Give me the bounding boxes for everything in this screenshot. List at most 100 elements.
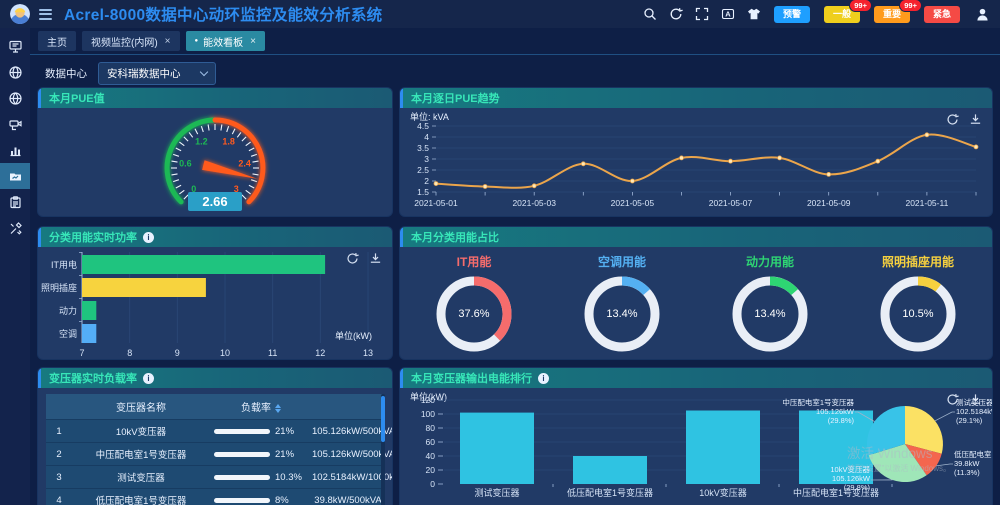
svg-text:120: 120 — [421, 395, 435, 405]
alarm-button-预警[interactable]: 预警 — [773, 5, 810, 23]
refresh-icon[interactable] — [669, 7, 683, 21]
svg-text:动力: 动力 — [59, 305, 77, 316]
avatar[interactable] — [10, 4, 30, 24]
datacenter-label: 数据中心 — [45, 68, 87, 80]
panel-energy-share: 本月分类用能占比 IT用能 37.6% 3175.20 kWh 空调用能 13.… — [400, 227, 992, 359]
svg-text:7: 7 — [79, 348, 84, 358]
sidebar-item-video-wall-icon[interactable] — [0, 33, 30, 59]
panel-header: 本月变压器输出电能排行 i — [400, 368, 992, 388]
alarm-button-紧急[interactable]: 紧急 — [923, 5, 960, 23]
svg-text:13: 13 — [363, 348, 373, 358]
datacenter-select[interactable]: 安科瑞数据中心 — [98, 62, 216, 85]
sidebar-item-map-icon[interactable] — [0, 59, 30, 85]
donut-percent: 37.6% — [458, 308, 490, 320]
table-scrollbar[interactable] — [381, 394, 385, 505]
donut-title: 空调用能 — [597, 255, 646, 269]
refresh-icon[interactable] — [946, 393, 959, 406]
download-icon[interactable] — [369, 252, 382, 265]
tab-能效看板[interactable]: ● 能效看板 × — [185, 31, 265, 51]
svg-text:60: 60 — [426, 437, 436, 447]
svg-text:空调: 空调 — [59, 328, 77, 339]
info-icon[interactable]: i — [143, 372, 154, 384]
svg-text:单位(kW): 单位(kW) — [410, 391, 447, 402]
bar-测试变压器 — [460, 412, 534, 484]
pie-slice-测试变压器 — [905, 406, 943, 454]
top-bar: Acrel-8000数据中心动环监控及能效分析系统 A 预警 一般 99+ 重要 99+… — [0, 0, 1000, 28]
table-row[interactable]: 2 中压配电室1号变压器 21% 105.126kW/500kVA — [46, 443, 392, 466]
download-icon[interactable] — [969, 113, 982, 126]
donut-照明插座用能: 照明插座用能 10.5% 886.40 kWh — [845, 251, 991, 359]
svg-text:1.5: 1.5 — [417, 187, 429, 197]
search-icon[interactable] — [643, 7, 657, 21]
alarm-count-badge: 99+ — [849, 0, 872, 12]
svg-text:2: 2 — [424, 176, 429, 186]
svg-text:照明插座: 照明插座 — [41, 282, 77, 293]
tab-bar: 主页 视频监控(内网) × ● 能效看板 × — [30, 28, 1000, 55]
video-wall-icon — [8, 40, 22, 53]
language-icon[interactable]: A — [721, 7, 735, 21]
refresh-icon[interactable] — [946, 113, 959, 126]
svg-text:8: 8 — [127, 348, 132, 358]
svg-text:2021-05-05: 2021-05-05 — [611, 198, 655, 208]
table-row[interactable]: 4 低压配电室1号变压器 8% 39.8kW/500kVA — [46, 489, 384, 505]
transformer-load-table: 变压器名称 负载率 1 10kV变压器 21% 105.126kW/500kVA … — [38, 394, 392, 505]
svg-text:低压配电室1号变39.8kW(11.3%): 低压配电室1号变39.8kW(11.3%) — [954, 449, 992, 477]
tools-icon — [10, 221, 22, 235]
sidebar-item-document-icon[interactable] — [0, 189, 30, 215]
fullscreen-icon[interactable] — [695, 7, 709, 21]
bar-中压配电室1号变压器 — [799, 410, 873, 484]
donut-percent: 13.4% — [606, 308, 638, 320]
user-icon[interactable] — [975, 7, 990, 22]
close-icon[interactable]: × — [164, 35, 171, 47]
datacenter-select-value: 安科瑞数据中心 — [107, 68, 181, 80]
panel-title: 本月PUE值 — [49, 93, 105, 105]
main-content: 数据中心 安科瑞数据中心 本月PUE值 0 0.6 1.2 1.8 2.4 3 2.66 … — [30, 55, 1000, 505]
svg-text:单位(kW): 单位(kW) — [335, 330, 372, 341]
alarm-button-重要[interactable]: 重要 99+ — [873, 0, 922, 23]
bar-空调 — [82, 324, 97, 343]
donut-percent: 13.4% — [754, 308, 786, 320]
download-icon[interactable] — [969, 393, 982, 406]
bar-动力 — [82, 301, 97, 320]
donut-空调用能: 空调用能 13.4% 1130.50 kWh — [549, 251, 695, 359]
sidebar-item-statistics-icon[interactable] — [0, 137, 30, 163]
panel-title: 本月变压器输出电能排行 — [411, 373, 532, 385]
donut-IT用能: IT用能 37.6% 3175.20 kWh — [401, 251, 547, 359]
svg-text:1.2: 1.2 — [195, 136, 208, 146]
sort-icon[interactable] — [275, 403, 281, 414]
bar-10kV变压器 — [686, 410, 760, 484]
sidebar-item-camera-icon[interactable] — [0, 111, 30, 137]
tab-主页[interactable]: 主页 — [38, 31, 76, 51]
document-icon — [9, 195, 21, 208]
table-row[interactable]: 1 10kV变压器 21% 105.126kW/500kVA — [46, 420, 392, 443]
pue-gauge-chart: 0 0.6 1.2 1.8 2.4 3 2.66 — [38, 108, 392, 216]
svg-text:2.4: 2.4 — [238, 158, 251, 168]
tab-视频监控(内网)[interactable]: 视频监控(内网) × — [82, 31, 180, 51]
svg-text:2021-05-03: 2021-05-03 — [512, 198, 556, 208]
refresh-icon[interactable] — [346, 252, 359, 265]
svg-text:20: 20 — [426, 465, 436, 475]
svg-text:中压配电室1号变压器: 中压配电室1号变压器 — [793, 487, 879, 498]
sidebar-item-energy-report-icon[interactable] — [0, 163, 30, 189]
info-icon[interactable]: i — [538, 372, 549, 384]
menu-toggle-icon[interactable] — [39, 8, 52, 20]
close-icon[interactable]: × — [250, 35, 256, 47]
alarm-button-一般[interactable]: 一般 99+ — [823, 0, 872, 23]
bar-IT用电 — [82, 255, 326, 274]
transformer-output-chart: 激活 Windows 转到“设置”以激活 Windows。 单位(kW) 0 2… — [400, 388, 992, 505]
realtime-power-chart: IT用电 照明插座 动力 空调 7 8 9 10 11 12 13 单位(kW) — [38, 247, 392, 359]
info-icon[interactable]: i — [143, 231, 154, 243]
svg-text:单位: kVA: 单位: kVA — [410, 111, 449, 122]
theme-skin-icon[interactable] — [747, 7, 761, 21]
map-icon — [8, 65, 22, 79]
donut-title: 照明插座用能 — [881, 255, 954, 269]
energy-share-donuts: IT用能 37.6% 3175.20 kWh 空调用能 13.4% 1130.5… — [400, 247, 992, 359]
pue-trend-chart: 单位: kVA 1.5 2 2.5 3 3.5 4 4.5 2021-05-01 2… — [400, 108, 992, 216]
statistics-icon — [10, 147, 20, 156]
sidebar-item-network-icon[interactable] — [0, 85, 30, 111]
bar-照明插座 — [82, 278, 206, 297]
sidebar-item-tools-icon[interactable] — [0, 215, 30, 241]
